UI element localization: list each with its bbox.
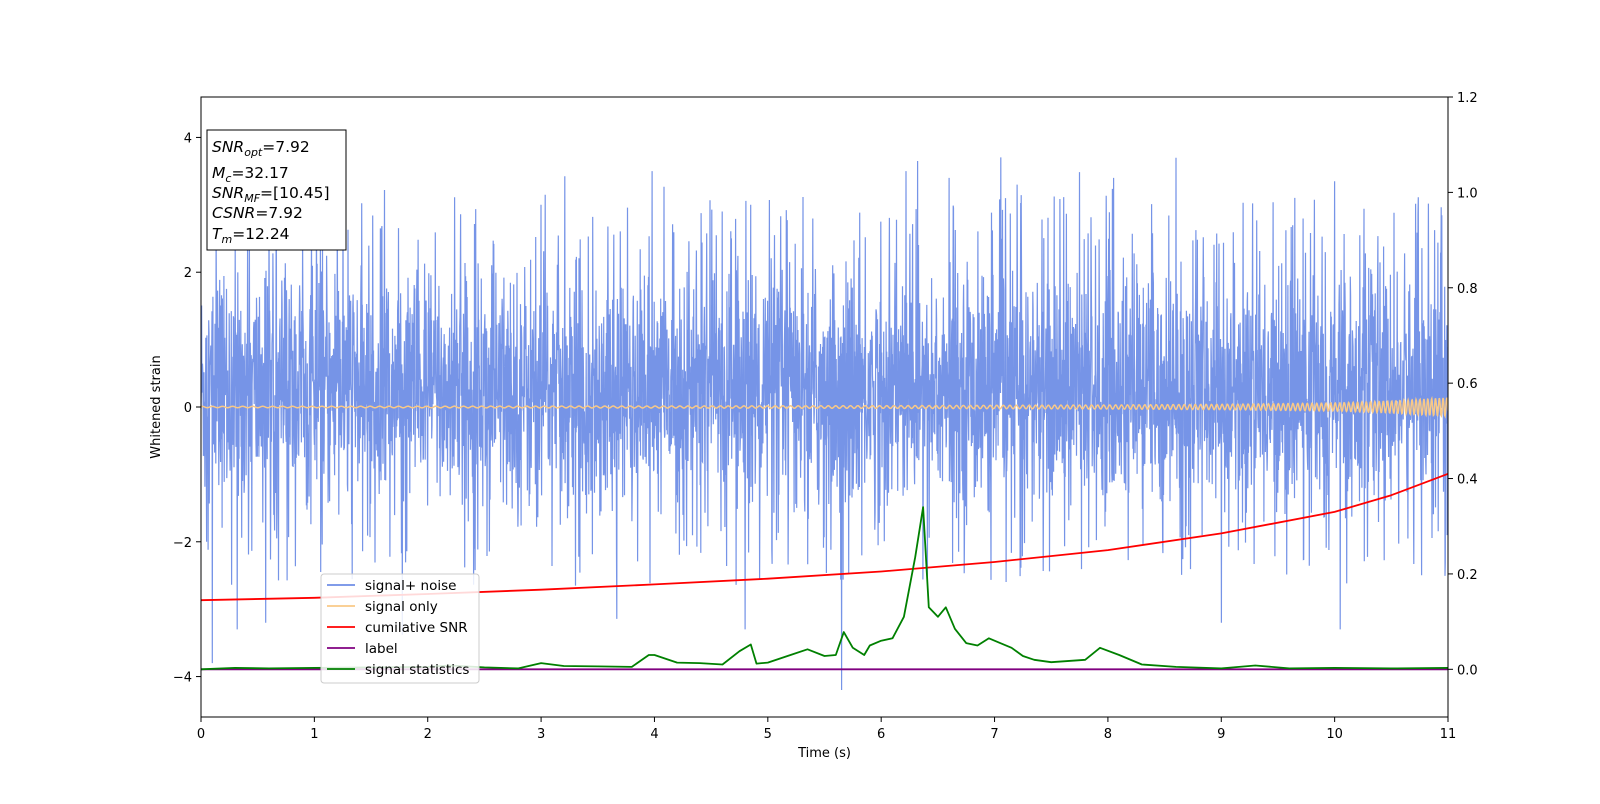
legend-label-signal-statistics: signal statistics	[365, 662, 469, 678]
info-csnr: CSNR=7.92	[212, 204, 303, 222]
y-tick-label: −2	[173, 536, 192, 551]
axes-ticks: 0 1 2 3 4 5 6 7 8 9 10 11 4 2 0 −2 −4 1.2 1.0 0.8 0.6 0.4 0.2 0…	[173, 91, 1478, 742]
x-tick-label: 3	[537, 727, 545, 742]
legend-label-signal-only: signal only	[365, 599, 438, 615]
y2-tick-label: 1.2	[1457, 91, 1478, 106]
legend-label-cumulative-snr: cumilative SNR	[365, 620, 468, 636]
x-tick-label: 8	[1104, 727, 1112, 742]
legend-label-signal-noise: signal+ noise	[365, 578, 456, 594]
info-box: SNRopt=7.92 Mc=32.17 SNRMF=[10.45] CSNR=…	[206, 129, 347, 251]
y-tick-label: 2	[184, 266, 192, 281]
y2-tick-label: 0.2	[1457, 568, 1478, 583]
info-mc: Mc=32.17	[212, 164, 289, 185]
y-tick-label: −4	[173, 671, 192, 686]
info-snr-opt: SNRopt=7.92	[212, 138, 310, 159]
y-tick-label: 0	[184, 401, 192, 416]
series-signal-only	[201, 395, 1448, 419]
x-tick-label: 10	[1326, 727, 1343, 742]
x-tick-label: 1	[310, 727, 318, 742]
x-tick-label: 11	[1440, 727, 1457, 742]
x-tick-label: 2	[424, 727, 432, 742]
x-tick-label: 6	[877, 727, 885, 742]
y-tick-label: 4	[184, 131, 192, 146]
info-snr-mf: SNRMF=[10.45]	[212, 184, 330, 205]
legend-label-label: label	[365, 641, 398, 657]
x-tick-label: 0	[197, 727, 205, 742]
series-signal-statistics	[201, 506, 1448, 671]
y-axis-label: Whitened strain	[149, 355, 164, 458]
legend: signal+ noise signal only cumilative SNR…	[320, 573, 480, 684]
x-tick-label: 5	[764, 727, 772, 742]
y2-tick-label: 0.4	[1457, 473, 1478, 488]
x-tick-label: 7	[990, 727, 998, 742]
y2-tick-label: 0.0	[1457, 663, 1478, 678]
legend-frame	[320, 573, 480, 684]
info-box-frame	[206, 129, 347, 251]
y2-tick-label: 0.8	[1457, 282, 1478, 297]
y2-tick-label: 1.0	[1457, 186, 1478, 201]
x-tick-label: 4	[650, 727, 658, 742]
x-axis-label: Time (s)	[797, 746, 851, 761]
x-tick-label: 9	[1217, 727, 1225, 742]
info-tm: Tm=12.24	[212, 225, 290, 246]
y2-tick-label: 0.6	[1457, 377, 1478, 392]
